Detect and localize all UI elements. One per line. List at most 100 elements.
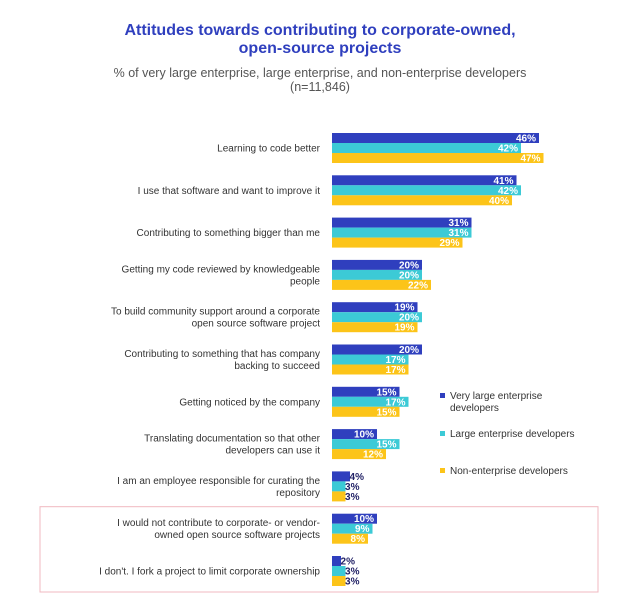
legend-swatch bbox=[440, 393, 445, 398]
category-label-line: owned open source software projects bbox=[154, 530, 320, 541]
data-label: 19% bbox=[394, 303, 414, 314]
chart-subtitle: % of very large enterprise, large enterp… bbox=[0, 66, 640, 94]
category-label: Learning to code better bbox=[217, 144, 321, 155]
bar bbox=[332, 576, 346, 586]
legend-label: Large enterprise developers bbox=[450, 429, 575, 440]
bar bbox=[332, 185, 521, 196]
category-label-line: Contributing to something bigger than me bbox=[137, 228, 321, 239]
chart-title-line: Attitudes towards contributing to corpor… bbox=[124, 22, 516, 39]
category-label: Contributing to something that has compa… bbox=[124, 349, 320, 372]
category-label-line: I don't. I fork a project to limit corpo… bbox=[99, 567, 320, 578]
bar bbox=[332, 354, 409, 365]
data-label: 4% bbox=[350, 472, 365, 483]
bar bbox=[332, 364, 409, 375]
category-label-line: Learning to code better bbox=[217, 144, 321, 155]
category-label-line: backing to succeed bbox=[234, 361, 320, 372]
bar bbox=[332, 513, 377, 524]
bar bbox=[332, 449, 386, 460]
bar bbox=[332, 471, 350, 482]
bar bbox=[332, 386, 400, 397]
bar bbox=[332, 566, 346, 576]
data-label: 20% bbox=[399, 345, 419, 356]
bar bbox=[332, 322, 418, 333]
bar bbox=[332, 227, 472, 238]
data-label: 29% bbox=[439, 238, 459, 249]
data-label: 42% bbox=[498, 186, 518, 197]
legend-label-line: Non-enterprise developers bbox=[450, 466, 568, 477]
bar bbox=[332, 133, 539, 143]
category-label-line: I would not contribute to corporate- or … bbox=[117, 518, 320, 529]
data-label: 41% bbox=[493, 176, 513, 187]
category-label: I don't. I fork a project to limit corpo… bbox=[99, 567, 320, 578]
category-label-line: To build community support around a corp… bbox=[111, 307, 320, 318]
data-label: 20% bbox=[399, 260, 419, 271]
category-label-line: open source software project bbox=[192, 319, 321, 330]
highlight-box bbox=[39, 506, 599, 593]
chart-title: Attitudes towards contributing to corpor… bbox=[0, 22, 640, 58]
category-label-line: Contributing to something that has compa… bbox=[124, 349, 320, 360]
bar bbox=[332, 143, 521, 153]
bar bbox=[332, 491, 346, 502]
category-label-line: Translating documentation so that other bbox=[144, 434, 321, 445]
data-label: 10% bbox=[354, 430, 374, 441]
category-label: I would not contribute to corporate- or … bbox=[117, 518, 320, 541]
bar bbox=[332, 312, 422, 323]
category-label: Contributing to something bigger than me bbox=[137, 228, 321, 239]
category-label: I am an employee responsible for curatin… bbox=[117, 476, 320, 499]
data-label: 20% bbox=[399, 270, 419, 281]
data-label: 3% bbox=[345, 492, 360, 503]
bar bbox=[332, 269, 422, 280]
data-label: 31% bbox=[448, 228, 468, 239]
category-label-line: I use that software and want to improve … bbox=[138, 186, 321, 197]
data-label: 3% bbox=[345, 482, 360, 493]
data-label: 20% bbox=[399, 313, 419, 324]
category-label-line: repository bbox=[276, 488, 320, 499]
data-label: 12% bbox=[363, 450, 383, 461]
data-label: 22% bbox=[408, 280, 428, 291]
bar bbox=[332, 195, 512, 206]
bar bbox=[332, 533, 368, 544]
data-label: 17% bbox=[385, 365, 405, 376]
legend-label: Non-enterprise developers bbox=[450, 466, 568, 477]
bar bbox=[332, 406, 400, 417]
data-label: 31% bbox=[448, 218, 468, 229]
category-label-line: Getting noticed by the company bbox=[179, 397, 320, 408]
category-label: To build community support around a corp… bbox=[111, 307, 320, 330]
data-label: 8% bbox=[351, 534, 366, 545]
chart-subtitle-line: % of very large enterprise, large enterp… bbox=[113, 66, 527, 80]
bar bbox=[332, 344, 422, 355]
legend-label-line: Very large enterprise bbox=[450, 391, 543, 402]
chart-title-line: open-source projects bbox=[238, 40, 402, 57]
bar bbox=[332, 396, 409, 407]
data-label: 3% bbox=[345, 567, 360, 578]
bar bbox=[332, 217, 472, 228]
bar bbox=[332, 523, 373, 534]
category-label: Getting my code reviewed by knowledgeabl… bbox=[122, 264, 321, 287]
legend-label-line: Large enterprise developers bbox=[450, 429, 575, 440]
category-label: Getting noticed by the company bbox=[179, 397, 320, 408]
legend-label-line: developers bbox=[450, 403, 499, 414]
bar bbox=[332, 481, 346, 492]
data-label: 19% bbox=[394, 323, 414, 334]
bar bbox=[332, 175, 517, 186]
data-label: 2% bbox=[341, 557, 356, 568]
data-label: 17% bbox=[385, 397, 405, 408]
category-label: Translating documentation so that other d… bbox=[144, 434, 321, 457]
data-label: 15% bbox=[376, 440, 396, 451]
bar bbox=[332, 302, 418, 313]
category-label: I use that software and want to improve … bbox=[138, 186, 321, 197]
category-label-line: developers can use it bbox=[225, 446, 320, 457]
category-label-line: I am an employee responsible for curatin… bbox=[117, 476, 320, 487]
bar bbox=[332, 439, 400, 450]
category-label-line: Getting my code reviewed by knowledgeabl… bbox=[122, 264, 321, 275]
data-label: 40% bbox=[489, 196, 509, 207]
legend-swatch bbox=[440, 431, 445, 436]
data-label: 15% bbox=[376, 407, 396, 418]
data-label: 10% bbox=[354, 514, 374, 525]
data-label: 47% bbox=[520, 154, 540, 165]
data-label: 17% bbox=[385, 355, 405, 366]
bar bbox=[332, 429, 377, 440]
data-label: 9% bbox=[355, 524, 370, 535]
bar bbox=[332, 153, 544, 163]
